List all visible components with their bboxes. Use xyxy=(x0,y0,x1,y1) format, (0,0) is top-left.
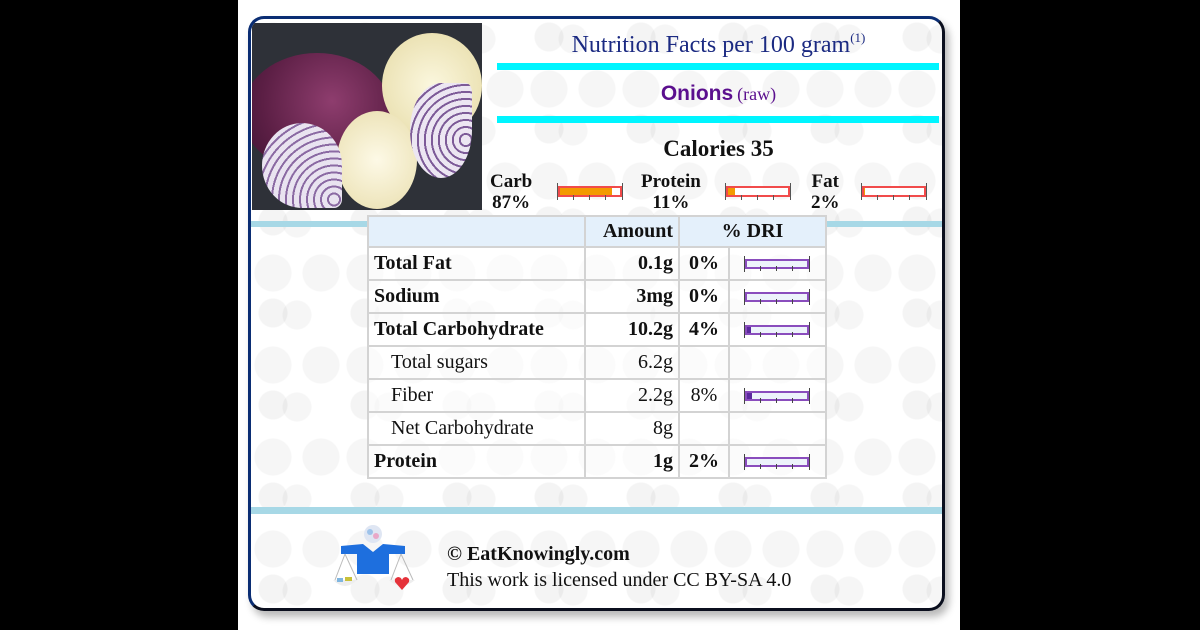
calories-label: Calories 35 xyxy=(663,136,774,161)
food-photo xyxy=(252,23,482,210)
footer-divider xyxy=(251,507,942,514)
macro-protein: Protein 11% xyxy=(641,171,701,213)
table-row: Fiber 2.2g 8% xyxy=(367,378,827,413)
footer-text: © EatKnowingly.com This work is licensed… xyxy=(447,541,791,593)
site-credit[interactable]: © EatKnowingly.com xyxy=(447,543,630,565)
header-name xyxy=(367,215,586,248)
macro-carb-bar xyxy=(557,183,623,200)
title-underline xyxy=(497,63,939,70)
license-text[interactable]: This work is licensed under CC BY-SA 4.0 xyxy=(447,569,792,591)
scale-logo-icon xyxy=(331,524,416,594)
dri-bar xyxy=(744,388,810,404)
dri-bar xyxy=(744,256,810,272)
table-row: Protein 1g 2% xyxy=(367,444,827,479)
macro-fat: Fat 2% xyxy=(811,171,840,213)
dri-bar xyxy=(744,322,810,338)
food-name: Onions xyxy=(660,82,734,105)
page-title: Nutrition Facts per 100 gram(1) xyxy=(571,30,866,58)
table-row: Net Carbohydrate 8g xyxy=(367,411,827,446)
dri-bar xyxy=(744,454,810,470)
table-header-row: Amount % DRI xyxy=(367,215,827,248)
table-row: Total sugars 6.2g xyxy=(367,345,827,380)
page: Nutrition Facts per 100 gram(1) Onions (… xyxy=(238,0,960,630)
macro-fat-bar xyxy=(861,183,927,200)
food-qualifier: (raw) xyxy=(737,84,777,104)
macro-carb: Carb 87% xyxy=(490,171,533,213)
food-underline xyxy=(497,116,939,123)
footnote-marker[interactable]: (1) xyxy=(850,30,866,45)
nutrition-card: Nutrition Facts per 100 gram(1) Onions (… xyxy=(248,16,945,611)
nutrient-table: Amount % DRI Total Fat 0.1g 0% Sodium 3m… xyxy=(367,215,827,479)
macro-protein-bar xyxy=(725,183,791,200)
food-heading: Onions (raw) xyxy=(496,79,941,111)
table-row: Sodium 3mg 0% xyxy=(367,279,827,314)
header-amount: Amount xyxy=(584,215,680,248)
table-row: Total Fat 0.1g 0% xyxy=(367,246,827,281)
dri-bar xyxy=(744,289,810,305)
table-row: Total Carbohydrate 10.2g 4% xyxy=(367,312,827,347)
header-dri: % DRI xyxy=(678,215,827,248)
